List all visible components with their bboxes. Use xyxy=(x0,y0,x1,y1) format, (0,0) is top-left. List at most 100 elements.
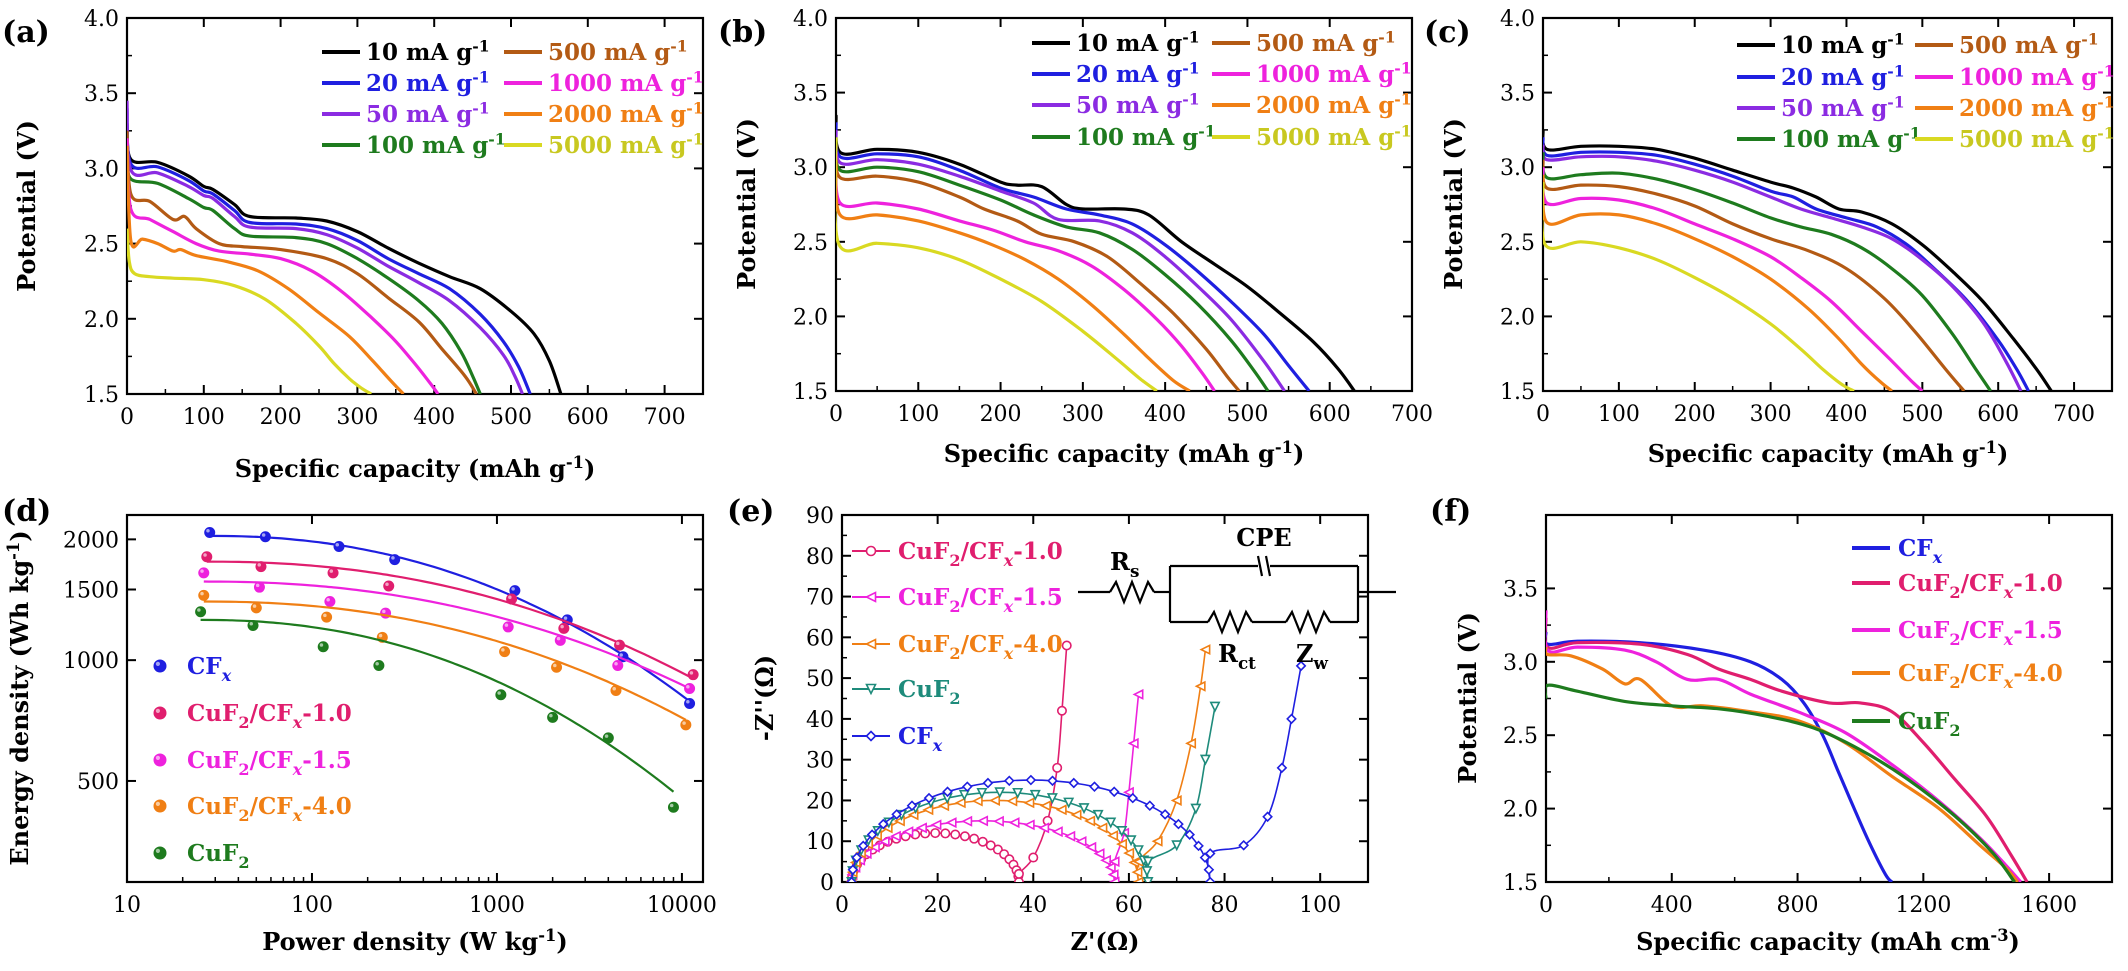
legend-label: CuF2​ xyxy=(898,676,961,708)
fit-line xyxy=(200,618,675,793)
label-part: /CF xyxy=(961,631,1005,658)
legend-label: 5000 mA g-1​ xyxy=(1256,121,1412,151)
x-axis: 0 100 200 300 400 500 600 700 xyxy=(120,18,686,430)
cpe xyxy=(1256,555,1264,577)
label-part: -1 xyxy=(1198,121,1215,140)
label-part: 50 mA g xyxy=(366,101,472,128)
legend-label: CuF2​/CFx​-4.0 xyxy=(187,793,352,825)
data-point-highlight xyxy=(553,663,557,668)
data-point-highlight xyxy=(612,687,616,691)
x-axis: 0 400 800 1200 1600 xyxy=(1539,515,2077,918)
legend-label: CuF2​/CFx​-1.5 xyxy=(898,584,1063,616)
data-point xyxy=(1093,848,1105,860)
label-part: Specific capacity (mAh cm xyxy=(1636,927,1990,956)
data-point xyxy=(971,795,983,807)
label-part: 2000 mA g xyxy=(1959,95,2097,122)
data-point xyxy=(1006,795,1018,807)
series-line xyxy=(1543,137,2030,391)
data-point-highlight xyxy=(511,587,515,591)
data-point-highlight xyxy=(385,582,389,587)
panel-label: (e) xyxy=(727,494,774,529)
label-part: ) xyxy=(556,927,567,956)
data-point xyxy=(321,611,333,623)
resistor-rct xyxy=(1207,609,1253,635)
y-axis: 1.5 2.0 2.5 3.0 3.5 xyxy=(1503,577,2112,896)
series-line xyxy=(127,145,405,394)
legend-item: 50 mA g-1​ xyxy=(322,98,490,128)
data-point xyxy=(1003,775,1015,787)
series-6 xyxy=(127,145,405,394)
label-part: x xyxy=(292,713,303,732)
data-point xyxy=(1085,841,1097,853)
label-part: CF xyxy=(898,723,933,750)
label-part: CuF xyxy=(187,747,239,774)
y-axis-label: Potential (V) xyxy=(1453,612,1482,784)
series-5 xyxy=(836,152,1216,391)
data-point xyxy=(1286,713,1297,725)
label-part: x xyxy=(1003,644,1014,663)
label-part: -1 xyxy=(1182,89,1199,108)
label-part: -1.0 xyxy=(1013,538,1063,565)
label-part: -1.5 xyxy=(1013,584,1063,611)
legend: CFx​CuF2​/CFx​-1.0CuF2​/CFx​-1.5CuF2​/CF… xyxy=(1852,535,2063,740)
series-line xyxy=(836,144,1241,391)
data-point xyxy=(985,840,996,851)
label-part: /CF xyxy=(1961,570,2005,597)
label-part: 10 mA g xyxy=(366,39,472,66)
label-part: CuF xyxy=(1898,660,1950,687)
legend-label: CFx​ xyxy=(1898,535,1943,567)
panel-label: (f) xyxy=(1430,494,1471,529)
data-point-highlight xyxy=(508,595,512,600)
x-axis-label: Power density (W kg-1​) xyxy=(262,926,567,956)
label-part: s xyxy=(1130,561,1139,581)
data-point xyxy=(889,830,901,842)
label-part: Energy density (Wh kg xyxy=(5,560,34,866)
legend-item: 1000 mA g-1​ xyxy=(504,67,704,97)
y-tick-label: 500 xyxy=(77,770,119,795)
y-tick-label: 90 xyxy=(806,504,834,529)
y-tick-label: 1.5 xyxy=(793,380,828,405)
legend-label: 1000 mA g-1​ xyxy=(548,67,704,97)
legend-item: CuF2​/CFx​-4.0 xyxy=(1852,660,2063,692)
label-part: -1 xyxy=(1378,27,1395,46)
data-point xyxy=(153,753,167,767)
y-axis: 1.5 2.0 2.5 3.0 3.5 4.0 xyxy=(1500,7,2112,405)
x-tick-label: 10000 xyxy=(647,893,717,918)
label-part: 100 mA g xyxy=(1781,126,1903,153)
y-axis-label: Potential (V) xyxy=(732,118,761,290)
series-line xyxy=(1543,159,1966,391)
legend-label: 5000 mA g-1​ xyxy=(548,129,704,159)
label-part: -1 xyxy=(1275,438,1293,457)
label-part: -1 xyxy=(1394,121,1411,140)
x-tick-label: 300 xyxy=(1062,402,1104,427)
label-part: 500 mA g xyxy=(1256,30,1378,57)
label-part: 50 mA g xyxy=(1781,95,1887,122)
data-point xyxy=(1132,845,1144,857)
plot-area xyxy=(195,527,699,813)
data-point xyxy=(1008,817,1020,829)
x-tick-label: 700 xyxy=(2053,402,2095,427)
y-tick-label: 2.0 xyxy=(1500,305,1535,330)
data-point xyxy=(1061,640,1072,651)
legend-label: 2000 mA g-1​ xyxy=(1256,89,1412,119)
data-point-highlight xyxy=(391,556,395,560)
data-point-highlight xyxy=(382,609,386,614)
data-point-highlight xyxy=(501,648,505,652)
series-2 xyxy=(1546,610,2022,882)
series-0 xyxy=(204,527,696,709)
x-tick-label: 100 xyxy=(897,402,939,427)
data-point xyxy=(954,797,966,809)
panel-d: 10 100 1000 10000 500 1000 1500 2000 (d) Power de… xyxy=(2,494,717,956)
data-point xyxy=(558,622,570,634)
data-point xyxy=(1142,856,1154,868)
y-tick-label: 30 xyxy=(806,749,834,774)
y-tick-label: 2.5 xyxy=(1503,724,1538,749)
label-part: x xyxy=(1003,597,1014,616)
data-point xyxy=(684,682,696,694)
series-line xyxy=(836,114,1356,391)
data-point xyxy=(942,786,953,798)
label-part: x xyxy=(1932,548,1943,567)
data-point-highlight xyxy=(563,616,568,620)
data-point xyxy=(1132,876,1144,882)
data-point xyxy=(1064,830,1076,842)
